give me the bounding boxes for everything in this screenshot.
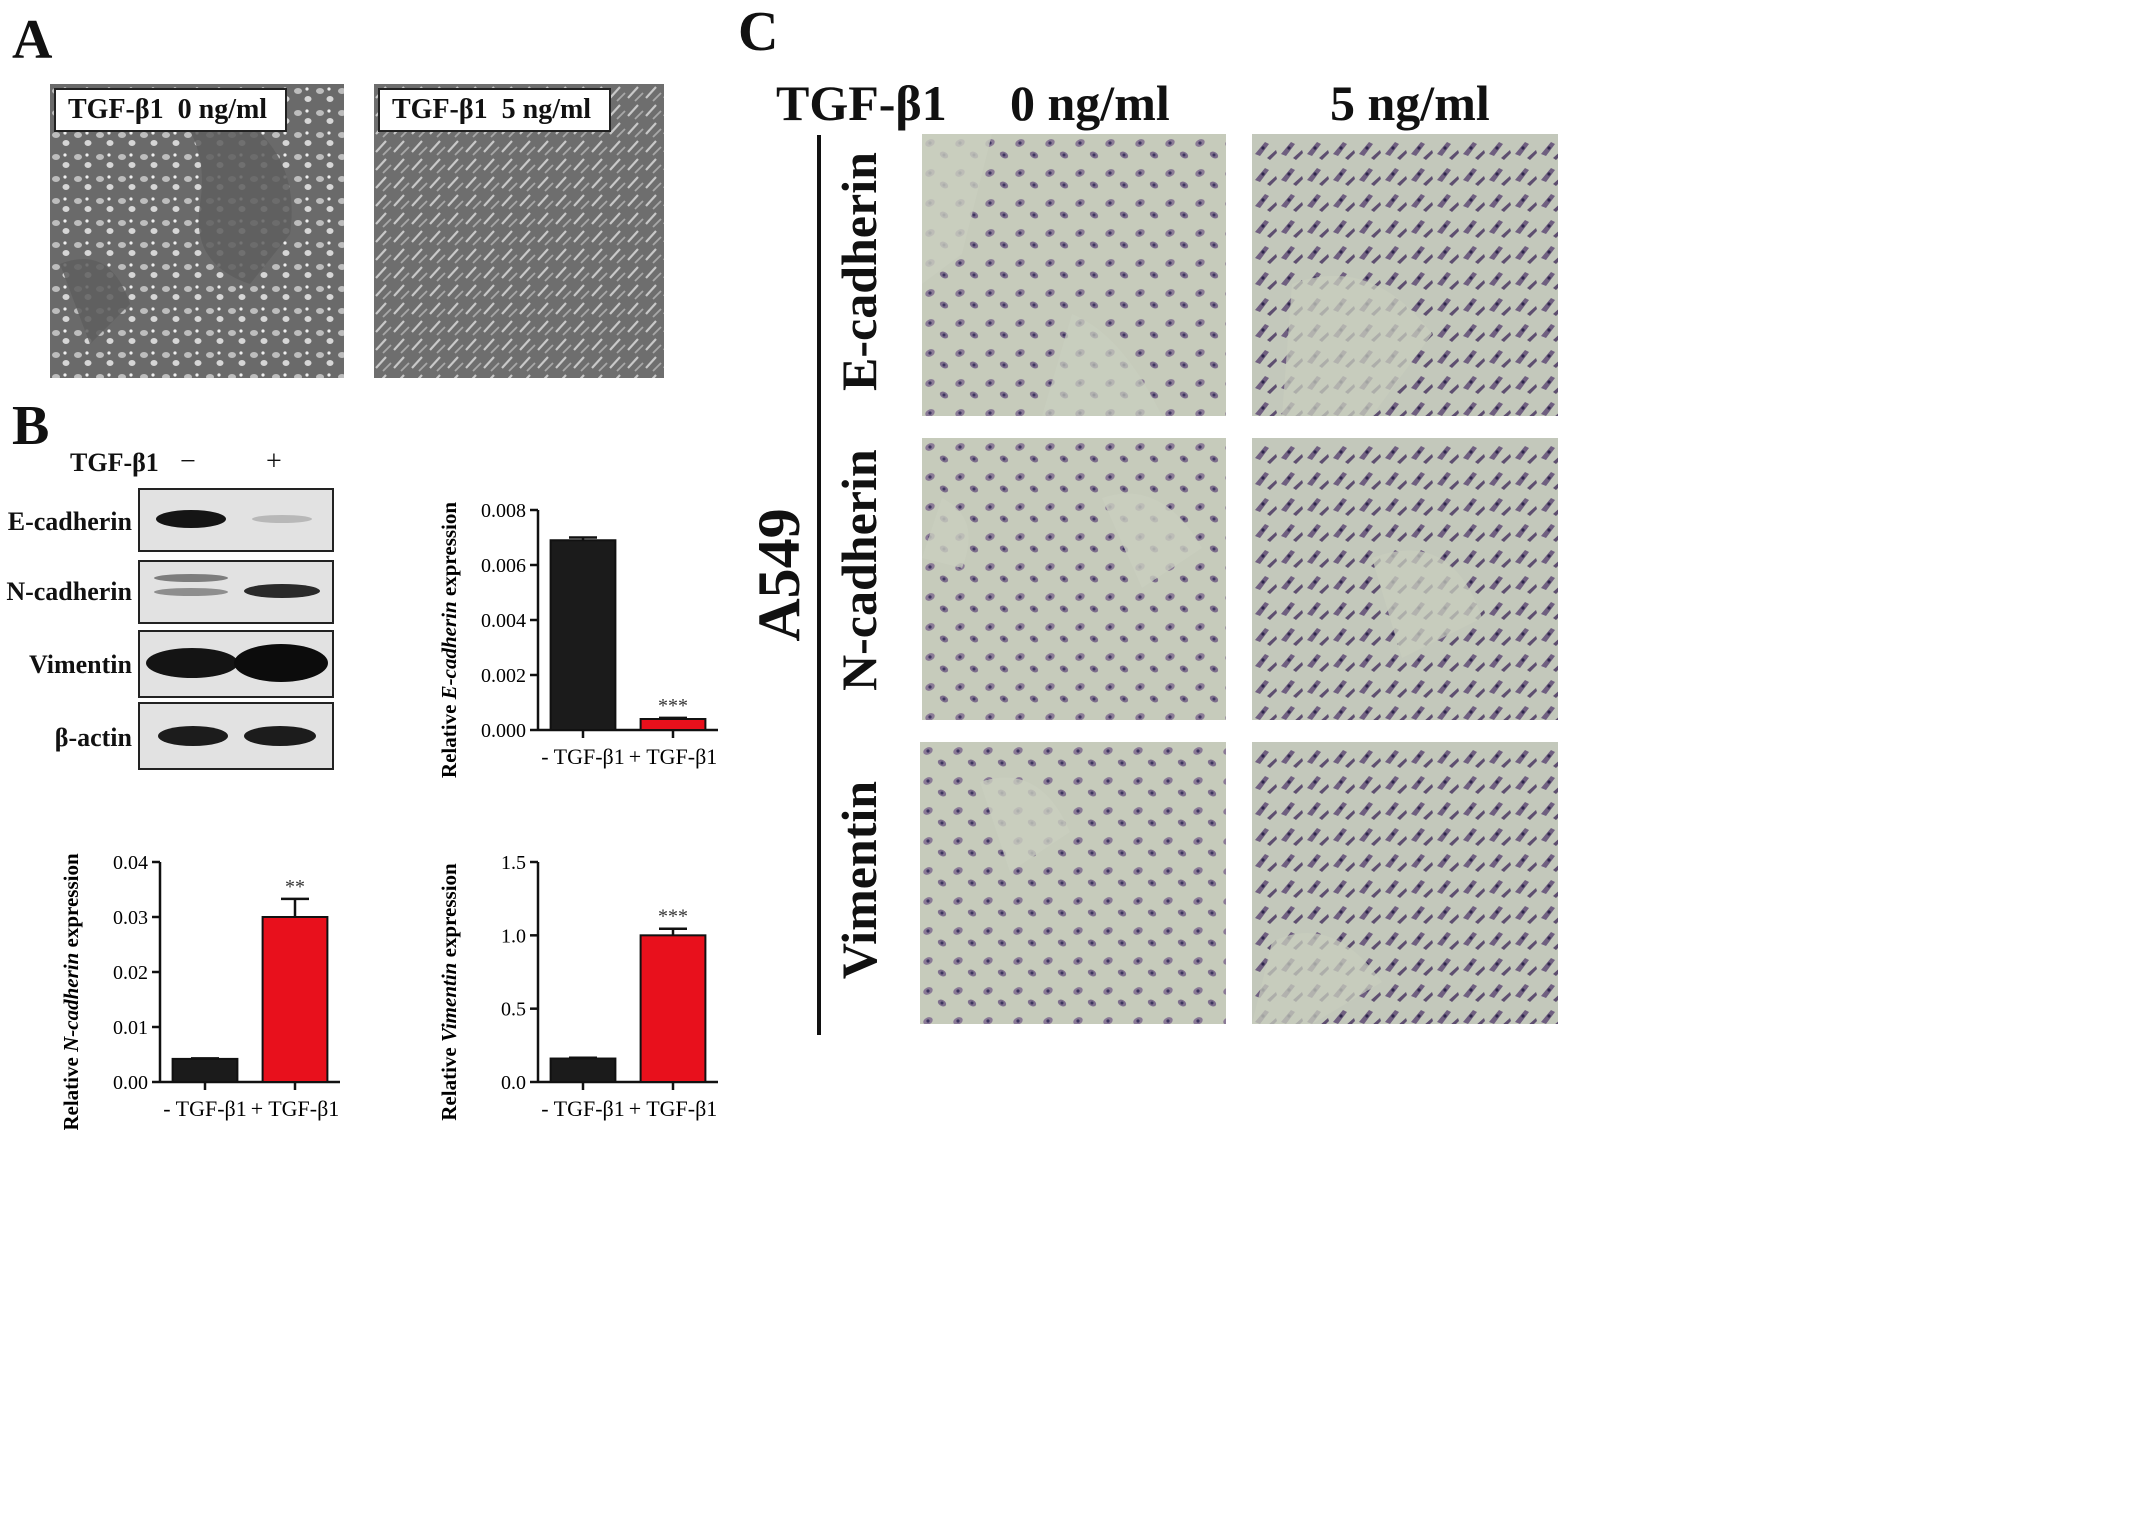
bar — [639, 934, 707, 1084]
cell-texture — [920, 742, 1226, 1024]
band — [154, 574, 228, 582]
bar — [639, 718, 707, 731]
panel-a-letter: A — [12, 9, 53, 71]
panel-b-letter: B — [12, 395, 50, 457]
chart-svg: 0.00 0.01 0.02 0.03 0.04 - TGF-β1 ** + TGF-β1 Re… — [59, 852, 340, 1131]
band — [252, 515, 312, 523]
bar — [261, 916, 329, 1083]
bar — [549, 539, 617, 731]
panel-c-letter: C — [738, 1, 779, 63]
band — [146, 648, 238, 678]
bar-chart-vimentin: 0.0 0.5 1.0 1.5 - TGF-β1 *** + TGF-β1 Relative … — [428, 830, 728, 1130]
ihc-image-n-cadherin-1 — [1252, 438, 1558, 720]
cell-texture — [374, 84, 664, 378]
image-label: TGF-β1 0 ng/ml — [54, 88, 288, 132]
column-header-0: 0 ng/ml — [1010, 75, 1170, 131]
ihc-image-e-cadherin-1 — [1252, 134, 1558, 416]
x-tick-label: + TGF-β1 — [629, 744, 718, 769]
row-label-e-cadherin: E-cadherin — [831, 152, 887, 391]
blot-label-beta-actin: β-actin — [54, 723, 132, 752]
significance-label: *** — [658, 906, 688, 928]
y-tick-label: 0.02 — [113, 962, 148, 984]
x-tick-label: - TGF-β1 — [163, 1096, 247, 1121]
cell-texture — [1252, 742, 1558, 1024]
band — [244, 584, 320, 598]
phase-contrast-image-treated: TGF-β1 5 ng/ml — [374, 84, 664, 378]
lane-plus: + — [266, 446, 282, 477]
bar-chart-e-cadherin: 0.000 0.002 0.004 0.006 0.008 - TGF-β1 *** + TG… — [428, 478, 728, 778]
blot-label-e-cadherin: E-cadherin — [7, 507, 132, 536]
treatment-header: TGF-β1 — [776, 75, 947, 131]
y-axis-label: Relative N-cadherin expression — [59, 853, 83, 1130]
y-tick-label: 0.000 — [481, 720, 526, 742]
y-axis-label: Relative E-cadherin expression — [437, 502, 461, 778]
divider-line — [817, 135, 821, 1035]
treatment-label: TGF-β1 — [70, 448, 159, 477]
blot-e-cadherin — [138, 488, 334, 552]
ihc-image-vimentin-1 — [1252, 742, 1558, 1024]
bar-chart-n-cadherin: 0.00 0.01 0.02 0.03 0.04 - TGF-β1 ** + TGF-β1 Re… — [50, 830, 350, 1131]
y-tick-label: 0.00 — [113, 1072, 148, 1094]
cell-texture — [922, 134, 1226, 416]
y-tick-label: 0.03 — [113, 907, 148, 929]
band — [154, 588, 228, 596]
y-tick-label: 0.006 — [481, 555, 526, 577]
image-label: TGF-β1 5 ng/ml — [378, 88, 612, 132]
column-header-1: 5 ng/ml — [1330, 75, 1490, 131]
band — [158, 726, 228, 746]
bar — [171, 1057, 239, 1083]
blot-vimentin — [138, 630, 334, 698]
y-tick-label: 0.01 — [113, 1017, 148, 1039]
chart-svg: 0.000 0.002 0.004 0.006 0.008 - TGF-β1 *** + TG… — [437, 500, 718, 778]
cell-texture — [922, 438, 1226, 720]
y-tick-label: 1.0 — [501, 925, 526, 947]
cell-texture — [1252, 438, 1558, 720]
y-tick-label: 0.04 — [113, 852, 148, 874]
blot-beta-actin — [138, 702, 334, 770]
y-tick-label: 0.004 — [481, 610, 526, 632]
phase-contrast-image-control: TGF-β1 0 ng/ml — [50, 84, 344, 378]
ihc-image-vimentin-0 — [920, 742, 1226, 1024]
x-tick-label: + TGF-β1 — [629, 1096, 718, 1121]
y-tick-label: 1.5 — [501, 852, 526, 874]
y-axis-label: Relative Vimentin expression — [437, 863, 461, 1121]
band — [156, 510, 226, 528]
y-tick-label: 0.002 — [481, 665, 526, 687]
lane-minus: − — [180, 446, 196, 477]
bar — [549, 1057, 617, 1084]
row-label-n-cadherin: N-cadherin — [831, 449, 887, 691]
row-label-vimentin: Vimentin — [831, 780, 887, 980]
blot-n-cadherin — [138, 560, 334, 624]
x-tick-label: - TGF-β1 — [541, 744, 625, 769]
significance-label: ** — [285, 876, 305, 898]
cell-texture — [50, 84, 344, 378]
cell-texture — [1252, 134, 1558, 416]
y-tick-label: 0.0 — [501, 1072, 526, 1094]
ihc-image-n-cadherin-0 — [922, 438, 1226, 720]
x-tick-label: - TGF-β1 — [541, 1096, 625, 1121]
blot-label-vimentin: Vimentin — [28, 650, 132, 679]
significance-label: *** — [658, 695, 688, 717]
cell-line-label: A549 — [746, 508, 812, 642]
blot-label-n-cadherin: N-cadherin — [6, 577, 132, 606]
chart-svg: 0.0 0.5 1.0 1.5 - TGF-β1 *** + TGF-β1 Relative … — [437, 852, 718, 1121]
y-tick-label: 0.008 — [481, 500, 526, 522]
ihc-image-e-cadherin-0 — [922, 134, 1226, 416]
band — [234, 644, 328, 682]
y-tick-label: 0.5 — [501, 999, 526, 1021]
band — [244, 726, 316, 746]
x-tick-label: + TGF-β1 — [251, 1096, 340, 1121]
